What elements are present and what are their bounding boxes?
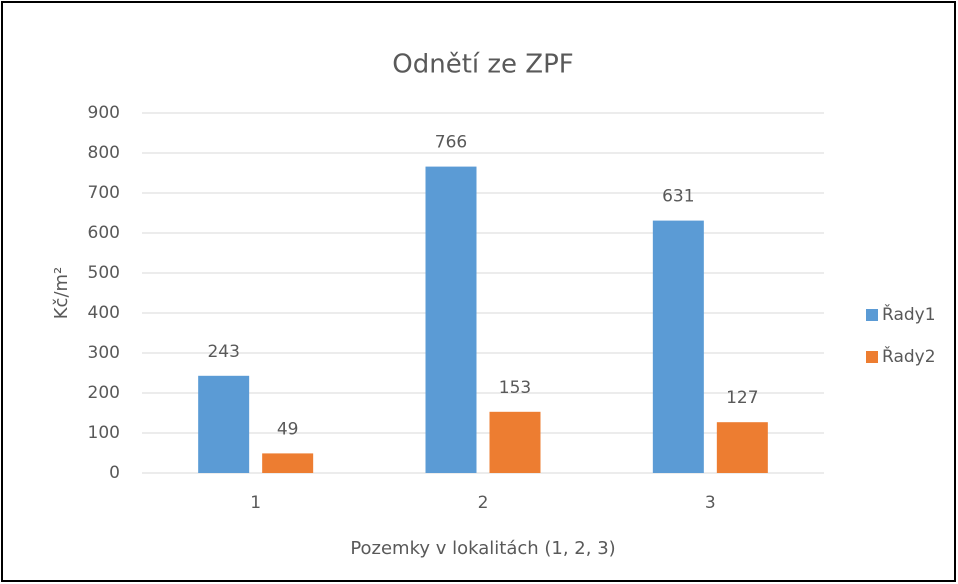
bar [425,166,477,473]
data-label: 153 [499,378,531,398]
legend-label: Řady1 [882,303,936,325]
legend-swatch [866,309,878,321]
bar [489,411,541,473]
data-label: 49 [277,419,299,439]
y-axis-title: Kč/m² [51,267,72,320]
y-tick-label: 500 [88,263,120,283]
y-tick-label: 600 [88,223,120,243]
x-tick-label: 2 [478,493,489,513]
bar [262,453,314,473]
chart-title: Odnětí ze ZPF [392,50,573,80]
data-label: 127 [726,388,758,408]
bar [198,375,250,473]
legend-label: Řady2 [882,345,936,367]
y-tick-label: 700 [88,183,120,203]
y-tick-label: 0 [109,463,120,483]
y-tick-label: 200 [88,383,120,403]
x-tick-label: 3 [705,493,716,513]
legend-swatch [866,351,878,363]
x-axis-title: Pozemky v lokalitách (1, 2, 3) [350,538,615,559]
bar [716,422,768,473]
y-tick-label: 100 [88,423,120,443]
y-tick-label: 800 [88,143,120,163]
data-label: 243 [207,342,239,362]
y-tick-label: 900 [88,103,120,123]
x-tick-label: 1 [250,493,261,513]
bar [652,220,704,473]
y-tick-label: 300 [88,343,120,363]
data-label: 631 [662,187,694,207]
y-tick-label: 400 [88,303,120,323]
data-label: 766 [435,133,467,153]
